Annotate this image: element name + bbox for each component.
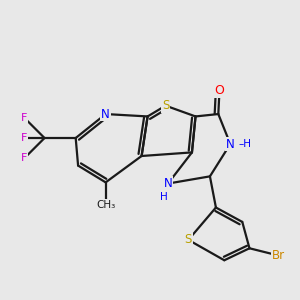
Text: H: H (160, 192, 168, 202)
Text: CH₃: CH₃ (96, 200, 115, 210)
Text: –H: –H (239, 139, 252, 149)
Text: S: S (185, 233, 192, 246)
Text: S: S (162, 99, 169, 112)
Text: N: N (164, 177, 172, 190)
Text: F: F (21, 133, 27, 143)
Text: O: O (214, 84, 224, 97)
Text: Br: Br (272, 249, 285, 262)
Text: N: N (226, 137, 235, 151)
Text: F: F (21, 153, 27, 164)
Text: F: F (21, 112, 27, 123)
Text: N: N (101, 107, 110, 121)
